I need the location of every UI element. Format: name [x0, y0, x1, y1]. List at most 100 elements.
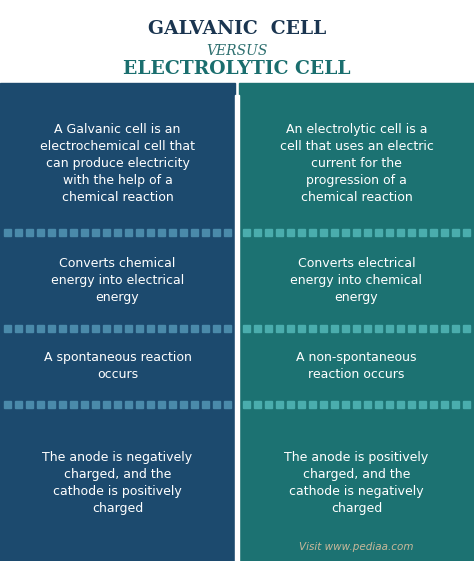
Bar: [0, 83, 235, 95]
Bar: [125, 229, 132, 236]
Bar: [202, 229, 209, 236]
Bar: [331, 324, 338, 332]
Bar: [386, 324, 393, 332]
Bar: [239, 83, 474, 95]
Bar: [342, 324, 349, 332]
Bar: [309, 401, 316, 408]
Bar: [331, 401, 338, 408]
Bar: [463, 229, 470, 236]
Bar: [169, 229, 176, 236]
Bar: [430, 401, 437, 408]
Bar: [239, 232, 474, 328]
Bar: [70, 324, 77, 332]
Bar: [37, 229, 44, 236]
Bar: [287, 324, 294, 332]
Text: Converts chemical
energy into electrical
energy: Converts chemical energy into electrical…: [51, 257, 184, 304]
Bar: [452, 324, 459, 332]
Bar: [202, 401, 209, 408]
Bar: [353, 401, 360, 408]
Bar: [213, 324, 220, 332]
Bar: [430, 229, 437, 236]
Bar: [298, 324, 305, 332]
Bar: [158, 401, 165, 408]
Text: VERSUS: VERSUS: [206, 44, 268, 58]
Bar: [375, 401, 382, 408]
Bar: [309, 229, 316, 236]
Bar: [92, 401, 99, 408]
Bar: [191, 324, 198, 332]
Bar: [265, 324, 272, 332]
Text: Visit www.pediaa.com: Visit www.pediaa.com: [299, 542, 414, 552]
Bar: [353, 229, 360, 236]
Bar: [114, 229, 121, 236]
Text: A Galvanic cell is an
electrochemical cell that
can produce electricity
with the: A Galvanic cell is an electrochemical ce…: [40, 123, 195, 204]
Bar: [158, 229, 165, 236]
Bar: [298, 401, 305, 408]
Bar: [224, 401, 231, 408]
Bar: [452, 229, 459, 236]
Text: A spontaneous reaction
occurs: A spontaneous reaction occurs: [44, 351, 191, 381]
Bar: [397, 229, 404, 236]
Bar: [320, 324, 327, 332]
Bar: [287, 401, 294, 408]
Bar: [419, 401, 426, 408]
Bar: [136, 324, 143, 332]
Bar: [147, 401, 154, 408]
Bar: [125, 401, 132, 408]
Bar: [386, 229, 393, 236]
Bar: [342, 229, 349, 236]
Text: The anode is negatively
charged, and the
cathode is positively
charged: The anode is negatively charged, and the…: [43, 451, 192, 515]
Bar: [114, 401, 121, 408]
Bar: [276, 229, 283, 236]
Bar: [463, 324, 470, 332]
Text: An electrolytic cell is a
cell that uses an electric
current for the
progression: An electrolytic cell is a cell that uses…: [280, 123, 433, 204]
Bar: [103, 324, 110, 332]
Bar: [213, 229, 220, 236]
Text: ELECTROLYTIC CELL: ELECTROLYTIC CELL: [123, 60, 351, 78]
Bar: [243, 401, 250, 408]
Bar: [364, 229, 371, 236]
Bar: [342, 401, 349, 408]
Bar: [243, 324, 250, 332]
Bar: [254, 324, 261, 332]
Bar: [298, 229, 305, 236]
Bar: [239, 95, 474, 232]
Text: A non-spontaneous
reaction occurs: A non-spontaneous reaction occurs: [296, 351, 417, 381]
Bar: [191, 229, 198, 236]
Bar: [147, 324, 154, 332]
Bar: [254, 401, 261, 408]
Bar: [224, 229, 231, 236]
Bar: [364, 401, 371, 408]
Bar: [70, 229, 77, 236]
Bar: [92, 229, 99, 236]
Bar: [26, 324, 33, 332]
Bar: [408, 401, 415, 408]
Bar: [59, 401, 66, 408]
Text: The anode is positively
charged, and the
cathode is negatively
charged: The anode is positively charged, and the…: [284, 451, 428, 515]
Bar: [81, 401, 88, 408]
Bar: [375, 324, 382, 332]
Bar: [397, 324, 404, 332]
Bar: [180, 401, 187, 408]
Bar: [276, 401, 283, 408]
Bar: [48, 229, 55, 236]
Bar: [408, 229, 415, 236]
Bar: [0, 232, 235, 328]
Bar: [48, 401, 55, 408]
Bar: [136, 229, 143, 236]
Bar: [213, 401, 220, 408]
Bar: [224, 324, 231, 332]
Bar: [309, 324, 316, 332]
Bar: [103, 229, 110, 236]
Bar: [0, 95, 235, 232]
Bar: [441, 324, 448, 332]
Bar: [158, 324, 165, 332]
Bar: [26, 229, 33, 236]
Bar: [81, 229, 88, 236]
Text: GALVANIC  CELL: GALVANIC CELL: [148, 20, 326, 38]
Bar: [239, 328, 474, 405]
Bar: [136, 401, 143, 408]
Bar: [191, 401, 198, 408]
Bar: [276, 324, 283, 332]
Bar: [103, 401, 110, 408]
